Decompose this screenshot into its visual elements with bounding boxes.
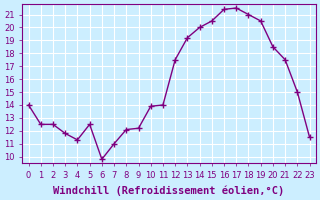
X-axis label: Windchill (Refroidissement éolien,°C): Windchill (Refroidissement éolien,°C) (53, 185, 285, 196)
